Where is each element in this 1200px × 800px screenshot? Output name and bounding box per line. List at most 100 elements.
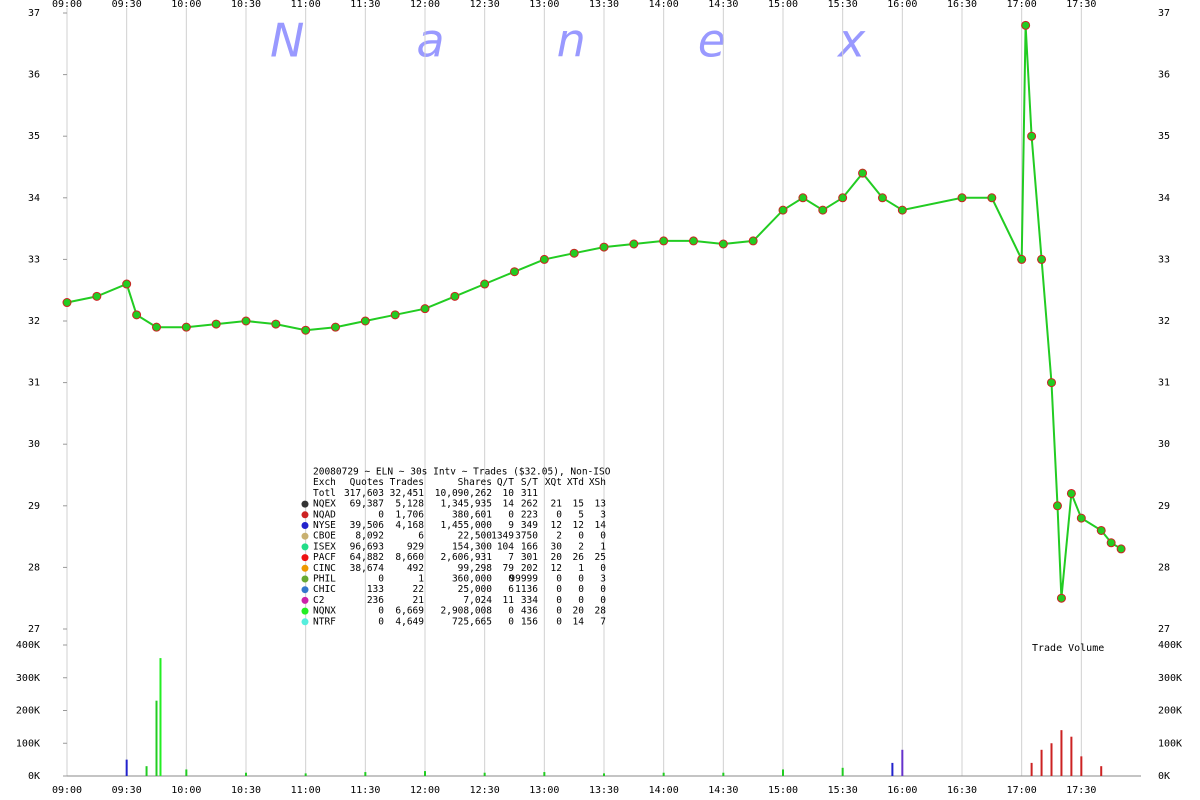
- volume-bar: [155, 700, 158, 776]
- price-point: [1052, 501, 1062, 511]
- table-cell: 156: [521, 616, 538, 627]
- x-tick-label: 16:30: [947, 785, 977, 796]
- volume-bar: [159, 658, 162, 776]
- table-cell: 11: [503, 595, 515, 606]
- x-tick-label: 13:30: [589, 0, 619, 10]
- price-point: [211, 319, 221, 329]
- table-cell: 380,601: [452, 509, 492, 520]
- price-point: [1066, 488, 1076, 498]
- x-tick-label: 13:00: [529, 0, 559, 10]
- y-tick-label: 29: [28, 501, 40, 512]
- table-header: Trades: [390, 477, 424, 488]
- table-cell: 6: [508, 584, 514, 595]
- price-point: [480, 279, 490, 289]
- table-cell: 0: [578, 574, 584, 585]
- volume-bar: [483, 772, 486, 776]
- y-tick-label: 31: [1158, 378, 1170, 389]
- volume-bar: [424, 771, 426, 776]
- table-cell: 0: [578, 531, 584, 542]
- volume-bar: [364, 772, 367, 776]
- table-cell: 223: [521, 509, 538, 520]
- table-cell: 99,298: [458, 563, 493, 574]
- table-swatch: [301, 511, 309, 519]
- table-cell: 0: [556, 595, 562, 606]
- y-tick-label: 100K: [16, 738, 40, 749]
- price-point: [301, 325, 311, 335]
- annotation: Trade Volume: [1032, 643, 1104, 654]
- table-cell: 15: [573, 499, 584, 510]
- table-cell: 21: [413, 595, 425, 606]
- table-cell: 20: [573, 606, 585, 617]
- x-tick-label: 10:00: [171, 0, 201, 10]
- table-cell: 7,024: [463, 595, 492, 606]
- table-cell: 0: [600, 563, 606, 574]
- y-tick-label: 36: [28, 70, 40, 81]
- price-line: [66, 25, 1122, 599]
- volume-bar: [662, 772, 665, 776]
- table-swatch: [301, 500, 309, 508]
- y-tick-label: 0K: [1158, 771, 1170, 782]
- table-cell: 22: [413, 584, 424, 595]
- table-cell: 69,387: [350, 499, 384, 510]
- price-point: [1027, 131, 1037, 141]
- x-tick-label: 11:00: [291, 785, 321, 796]
- x-tick-label: 09:30: [112, 785, 142, 796]
- table-cell: 2: [578, 541, 584, 552]
- price-point: [1076, 513, 1086, 523]
- price-point: [390, 310, 400, 320]
- x-tick-label: 17:30: [1066, 785, 1096, 796]
- table-header: XQt: [545, 477, 562, 488]
- table-cell: 166: [521, 541, 538, 552]
- table-cell: 99999: [509, 574, 538, 585]
- volume-bar: [782, 769, 784, 776]
- table-cell: 8,660: [395, 552, 424, 563]
- price-point: [450, 291, 460, 301]
- x-tick-label: 09:30: [112, 0, 142, 10]
- y-tick-label: 29: [1158, 501, 1170, 512]
- table-swatch: [301, 618, 309, 626]
- table-swatch: [301, 586, 309, 594]
- price-point: [1037, 254, 1047, 264]
- price-point: [132, 310, 142, 320]
- price-point: [181, 322, 191, 332]
- table-cell: 492: [407, 563, 424, 574]
- table-cell: 0: [578, 584, 584, 595]
- price-point: [1106, 538, 1116, 548]
- x-tick-label: 15:30: [828, 0, 858, 10]
- y-tick-label: 33: [28, 254, 40, 265]
- table-cell: PHIL: [313, 574, 336, 585]
- table-cell: 0: [378, 606, 384, 617]
- table-cell: 5: [578, 509, 584, 520]
- table-cell: 12: [551, 520, 562, 531]
- price-point: [957, 193, 967, 203]
- table-cell: 10: [503, 488, 515, 499]
- table-cell: NTRF: [313, 616, 336, 627]
- table-cell: 25,000: [458, 584, 493, 595]
- table-cell: 9: [508, 520, 514, 531]
- table-cell: 334: [521, 595, 538, 606]
- table-caption: 20080729 ~ ELN ~ 30s Intv ~ Trades ($32.…: [313, 467, 611, 478]
- table-cell: 317,603: [344, 488, 384, 499]
- table-cell: 6,669: [395, 606, 424, 617]
- y-tick-label: 36: [1158, 70, 1170, 81]
- y-tick-label: 27: [28, 624, 40, 635]
- x-tick-label: 10:30: [231, 0, 261, 10]
- x-tick-label: 16:30: [947, 0, 977, 10]
- table-cell: NQEX: [313, 499, 336, 510]
- table-cell: 7: [508, 552, 514, 563]
- price-point: [539, 254, 549, 264]
- price-point: [877, 193, 887, 203]
- volume-bar: [304, 773, 307, 776]
- x-tick-label: 12:30: [470, 785, 500, 796]
- table-cell: C2: [313, 595, 324, 606]
- price-point: [241, 316, 251, 326]
- table-cell: 10,090,262: [435, 488, 492, 499]
- table-cell: 133: [367, 584, 384, 595]
- table-cell: 4,168: [395, 520, 424, 531]
- table-cell: 28: [595, 606, 607, 617]
- table-cell: 79: [503, 563, 515, 574]
- table-cell: 14: [503, 499, 515, 510]
- x-tick-label: 15:30: [828, 785, 858, 796]
- table-cell: 0: [578, 595, 584, 606]
